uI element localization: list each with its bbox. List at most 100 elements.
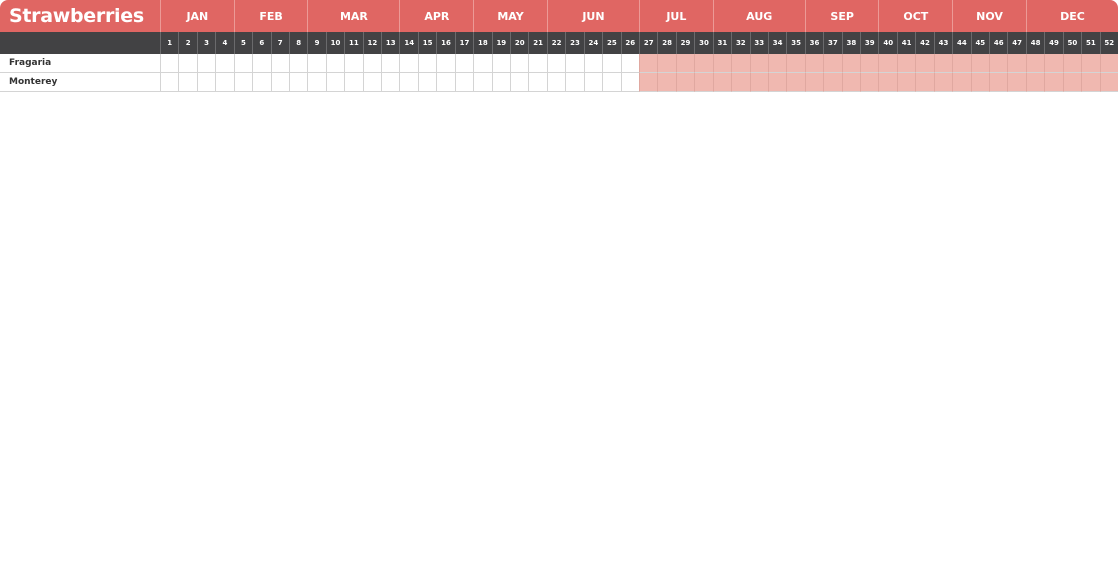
week-header: 28 <box>657 32 676 54</box>
variety-label: Monterey <box>0 73 160 92</box>
week-cell <box>546 73 566 92</box>
season-cell <box>860 54 879 73</box>
week-header: 17 <box>454 32 474 54</box>
season-cell <box>896 73 916 92</box>
season-cell <box>878 54 897 73</box>
week-header: 22 <box>546 32 566 54</box>
season-cell <box>694 73 713 92</box>
week-cell <box>362 54 382 73</box>
week-cell <box>565 54 584 73</box>
season-cell <box>1025 54 1045 73</box>
week-cell <box>307 54 326 73</box>
week-cell <box>473 73 492 92</box>
week-header: 24 <box>583 32 603 54</box>
week-cell <box>196 73 216 92</box>
week-header: 14 <box>399 32 418 54</box>
season-cell <box>638 73 658 92</box>
week-header: 23 <box>565 32 584 54</box>
week-header: 44 <box>952 32 971 54</box>
week-header: 25 <box>602 32 621 54</box>
week-header: 11 <box>344 32 363 54</box>
week-header: 15 <box>417 32 437 54</box>
week-cell <box>399 73 418 92</box>
week-cell <box>491 54 511 73</box>
season-cell <box>970 54 990 73</box>
week-header: 38 <box>841 32 861 54</box>
week-header: 33 <box>749 32 768 54</box>
week-header-blank <box>0 32 160 54</box>
calendar-title: Strawberries <box>0 0 160 32</box>
season-cell <box>823 54 842 73</box>
week-header: 43 <box>933 32 953 54</box>
week-header: 34 <box>767 32 787 54</box>
week-header: 6 <box>252 32 271 54</box>
week-header: 7 <box>270 32 289 54</box>
month-header-apr: APR <box>399 0 474 32</box>
week-header: 19 <box>491 32 511 54</box>
week-header: 12 <box>362 32 382 54</box>
season-cell <box>1062 54 1082 73</box>
season-cell <box>896 54 916 73</box>
season-cell <box>767 54 787 73</box>
week-cell <box>546 54 566 73</box>
season-cell <box>841 54 861 73</box>
week-header: 32 <box>731 32 750 54</box>
season-cell <box>712 73 732 92</box>
week-header: 29 <box>675 32 695 54</box>
week-cell <box>454 54 474 73</box>
week-header: 50 <box>1062 32 1082 54</box>
week-header: 45 <box>970 32 990 54</box>
week-header: 26 <box>620 32 639 54</box>
week-cell <box>362 73 382 92</box>
week-cell <box>288 73 308 92</box>
week-header: 5 <box>233 32 253 54</box>
week-header: 36 <box>804 32 824 54</box>
season-cell <box>804 73 824 92</box>
week-cell <box>510 54 529 73</box>
month-header-jun: JUN <box>546 0 639 32</box>
week-cell <box>325 54 345 73</box>
week-cell <box>436 73 455 92</box>
week-header: 21 <box>528 32 547 54</box>
season-cell <box>1099 54 1118 73</box>
week-cell <box>160 73 179 92</box>
season-calendar: Strawberries JAN FEB MAR APR MAY JUN JUL AUG SEP… <box>0 0 1118 92</box>
week-header: 9 <box>307 32 326 54</box>
season-cell <box>1007 73 1026 92</box>
week-header: 47 <box>1007 32 1026 54</box>
week-cell <box>436 54 455 73</box>
week-cell <box>178 54 197 73</box>
week-cell <box>215 54 234 73</box>
week-header: 35 <box>786 32 805 54</box>
variety-label: Fragaria <box>0 54 160 73</box>
season-cell <box>786 54 805 73</box>
season-cell <box>786 73 805 92</box>
season-cell <box>915 54 934 73</box>
week-cell <box>528 73 547 92</box>
week-cell <box>399 54 418 73</box>
week-header: 20 <box>510 32 529 54</box>
season-cell <box>1062 73 1082 92</box>
month-header-jul: JUL <box>638 0 713 32</box>
season-cell <box>657 73 676 92</box>
month-header-oct: OCT <box>878 0 953 32</box>
week-header: 10 <box>325 32 345 54</box>
season-cell <box>933 73 953 92</box>
week-cell <box>270 73 289 92</box>
week-cell <box>491 73 511 92</box>
season-cell <box>749 54 768 73</box>
season-cell <box>952 73 971 92</box>
week-cell <box>325 73 345 92</box>
season-cell <box>1044 54 1063 73</box>
week-cell <box>307 73 326 92</box>
week-header: 27 <box>638 32 658 54</box>
week-header: 16 <box>436 32 455 54</box>
week-cell <box>528 54 547 73</box>
week-header: 31 <box>712 32 732 54</box>
week-header: 3 <box>196 32 216 54</box>
season-cell <box>694 54 713 73</box>
week-cell <box>252 54 271 73</box>
season-cell <box>731 54 750 73</box>
season-cell <box>804 54 824 73</box>
week-header: 37 <box>823 32 842 54</box>
